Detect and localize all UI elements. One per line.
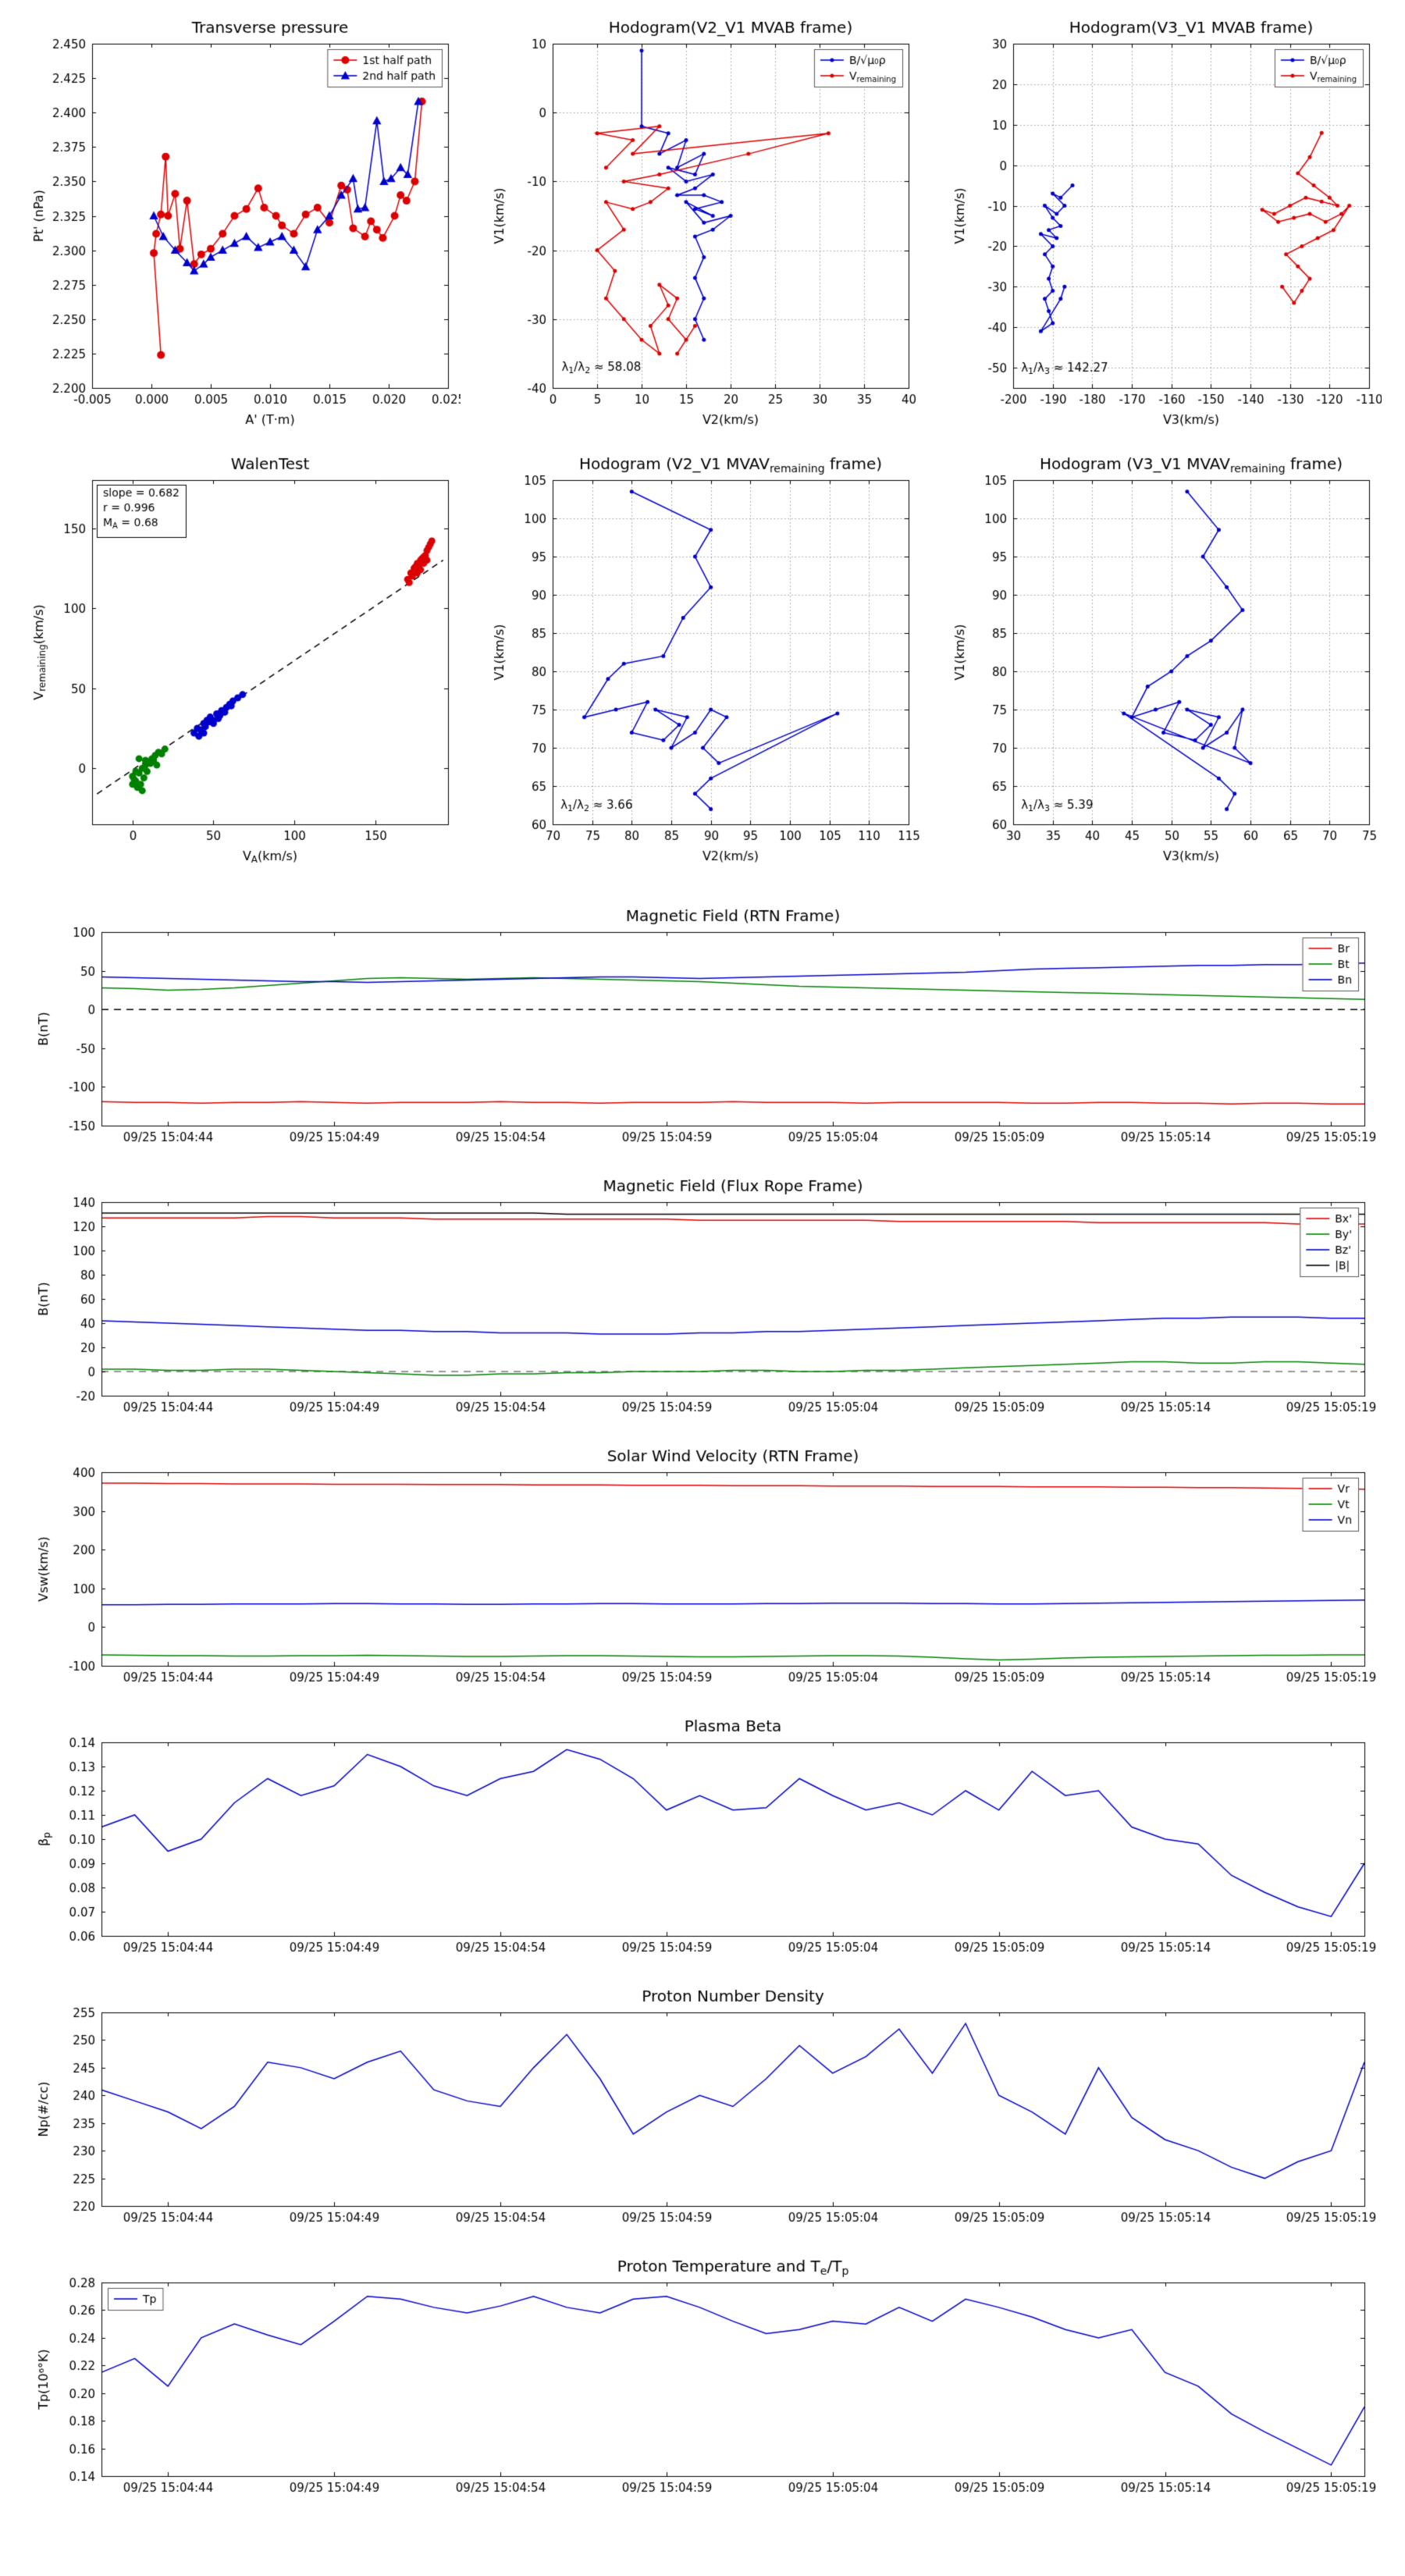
- chart-hodogram-v3v1-mvab: [944, 8, 1382, 433]
- chart-magnetic-field-fluxrope: [23, 1171, 1382, 1429]
- second-chart-row: [0, 444, 1405, 870]
- chart-transverse-pressure: [23, 8, 461, 433]
- chart-walen-test: [23, 444, 461, 870]
- timeseries-stack: [0, 901, 1405, 2509]
- chart-hodogram-v2v1-mvab: [484, 8, 921, 433]
- chart-hodogram-v2v1-mvav: [484, 444, 921, 870]
- top-chart-row: [0, 0, 1405, 433]
- chart-solar-wind-velocity: [23, 1441, 1382, 1699]
- chart-magnetic-field-rtn: [23, 901, 1382, 1158]
- chart-proton-number-density: [23, 1981, 1382, 2239]
- chart-plasma-beta: [23, 1711, 1382, 1969]
- chart-hodogram-v3v1-mvav: [944, 444, 1382, 870]
- chart-proton-temperature: [23, 2251, 1382, 2509]
